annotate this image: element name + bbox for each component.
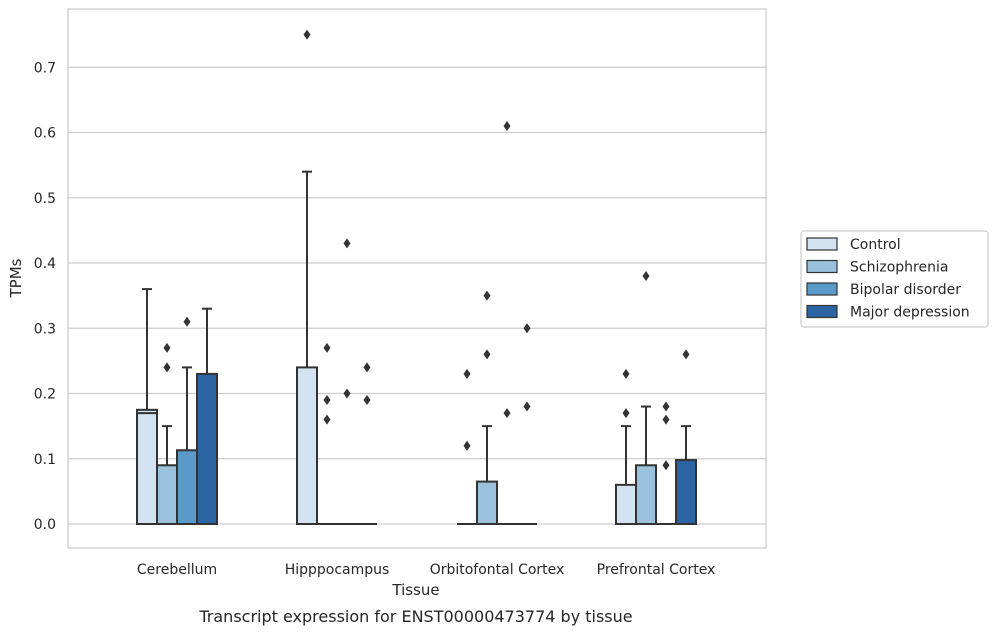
outlier-point	[343, 238, 351, 249]
y-tick-label: 0.6	[34, 126, 56, 142]
box	[296, 366, 318, 525]
outlier-point	[163, 362, 171, 373]
legend-label: Control	[850, 237, 901, 253]
x-axis-title: Tissue	[391, 581, 439, 599]
outlier-point	[363, 395, 371, 406]
legend-swatch	[806, 237, 838, 251]
outlier-point	[662, 460, 670, 471]
legend-label: Schizophrenia	[850, 260, 948, 276]
box-group	[136, 288, 158, 525]
box	[476, 480, 498, 525]
plot-marks	[136, 29, 697, 526]
outlier-point	[642, 271, 650, 282]
outlier-point	[323, 342, 331, 353]
box	[156, 464, 178, 525]
x-axis-ticks: Cerebellum Hipppocampus Orbitofontal Corte…	[137, 562, 715, 578]
box	[176, 449, 198, 525]
x-tick-label: Hipppocampus	[285, 562, 390, 578]
y-axis-ticks: 0.0 0.1 0.2 0.3 0.4 0.5 0.6 0.7	[34, 60, 56, 533]
x-tick-label: Prefrontal Cortex	[597, 562, 716, 578]
box-group	[615, 368, 637, 526]
outlier-point	[163, 342, 171, 353]
outlier-point	[363, 362, 371, 373]
outlier-point	[463, 368, 471, 379]
outlier-point	[503, 408, 511, 419]
y-tick-label: 0.1	[34, 452, 56, 468]
outlier-point	[323, 414, 331, 425]
legend-swatch	[806, 304, 838, 319]
box-group	[156, 342, 178, 525]
outlier-point	[622, 408, 630, 419]
gridlines	[68, 66, 766, 525]
y-tick-label: 0.0	[34, 517, 56, 533]
outlier-point	[523, 401, 531, 412]
outlier-point	[183, 316, 191, 327]
y-tick-label: 0.2	[34, 387, 56, 403]
box-group	[656, 401, 676, 525]
legend-label: Major depression	[850, 305, 970, 321]
box-group	[337, 238, 357, 525]
box-group	[675, 349, 697, 525]
box-group	[176, 316, 198, 525]
outlier-point	[662, 414, 670, 425]
outlier-point	[622, 368, 630, 379]
legend-swatch	[806, 282, 838, 296]
box-group	[357, 362, 377, 525]
outlier-point	[523, 323, 531, 334]
y-tick-label: 0.5	[34, 191, 56, 207]
box-group	[476, 290, 498, 525]
box-group	[457, 368, 477, 525]
y-tick-label: 0.4	[34, 256, 56, 272]
y-axis-title: TPMs	[7, 258, 25, 298]
outlier-point	[303, 29, 311, 40]
legend-frame	[800, 230, 989, 328]
x-tick-label: Orbitofontal Cortex	[430, 562, 565, 578]
x-tick-label: Cerebellum	[137, 562, 217, 578]
box-group	[497, 120, 517, 525]
legend-swatch	[806, 259, 838, 274]
box-group	[635, 271, 657, 525]
box	[615, 483, 637, 526]
outlier-point	[503, 120, 511, 131]
box-group	[196, 307, 218, 525]
plot-area-frame	[67, 8, 767, 549]
outlier-point	[323, 395, 331, 406]
box	[675, 459, 697, 525]
outlier-point	[662, 401, 670, 412]
outlier-point	[483, 290, 491, 301]
box-group	[296, 29, 318, 525]
box	[196, 372, 218, 525]
box-group	[517, 323, 537, 525]
y-tick-label: 0.7	[34, 60, 56, 76]
y-tick-label: 0.3	[34, 321, 56, 337]
outlier-point	[682, 349, 690, 360]
chart-caption: Transcript expression for ENST0000047377…	[198, 607, 632, 626]
legend: Control Schizophrenia Bipolar disorder Majo…	[800, 230, 989, 328]
outlier-point	[483, 349, 491, 360]
box	[136, 408, 158, 525]
legend-label: Bipolar disorder	[850, 282, 961, 298]
box-group	[317, 342, 337, 525]
outlier-point	[463, 440, 471, 451]
outlier-point	[343, 388, 351, 399]
box	[635, 464, 657, 525]
